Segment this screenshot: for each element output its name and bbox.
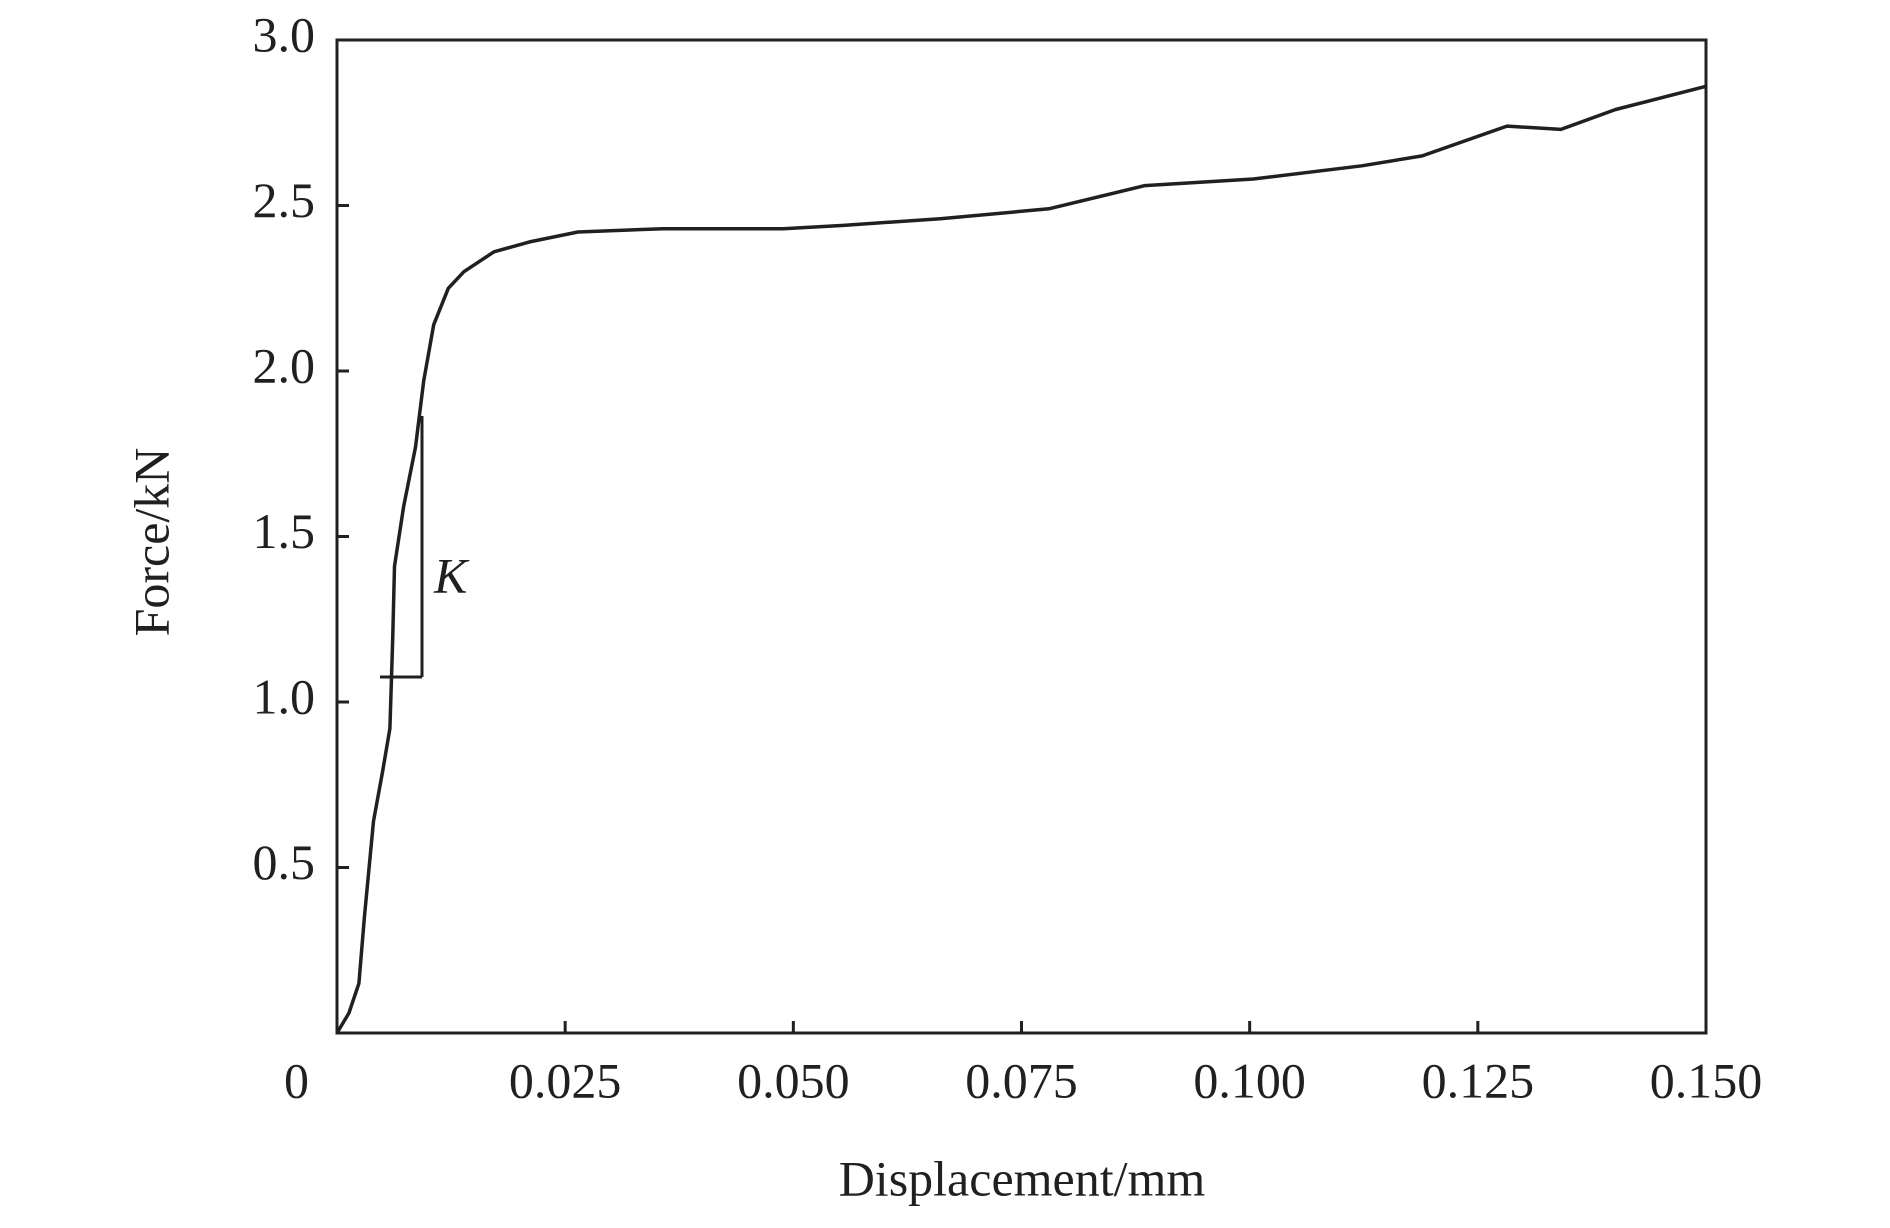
y-tick-label: 0.5 <box>253 834 316 890</box>
x-axis-label: Displacement/mm <box>839 1150 1206 1206</box>
data-line <box>335 84 1707 1034</box>
y-axis-label: Force/kN <box>123 448 179 637</box>
annotation: K <box>433 547 470 603</box>
x-tick-label: 0.100 <box>1193 1052 1306 1108</box>
x-tick-label: 0 <box>284 1052 309 1108</box>
y-tick-label: 2.5 <box>253 172 316 228</box>
x-tick-label: 0.025 <box>509 1052 622 1108</box>
x-tick-label: 0.050 <box>737 1052 850 1108</box>
plot-frame <box>335 38 1708 1035</box>
y-tick-label: 1.5 <box>253 503 316 559</box>
x-tick-label: 0.150 <box>1650 1052 1763 1108</box>
y-tick-label: 1.0 <box>253 668 316 724</box>
y-tick-label: 2.0 <box>253 337 316 393</box>
x-tick-label: 0.125 <box>1422 1052 1535 1108</box>
y-tick-label: 3.0 <box>253 6 316 62</box>
x-tick-label: 0.075 <box>965 1052 1078 1108</box>
